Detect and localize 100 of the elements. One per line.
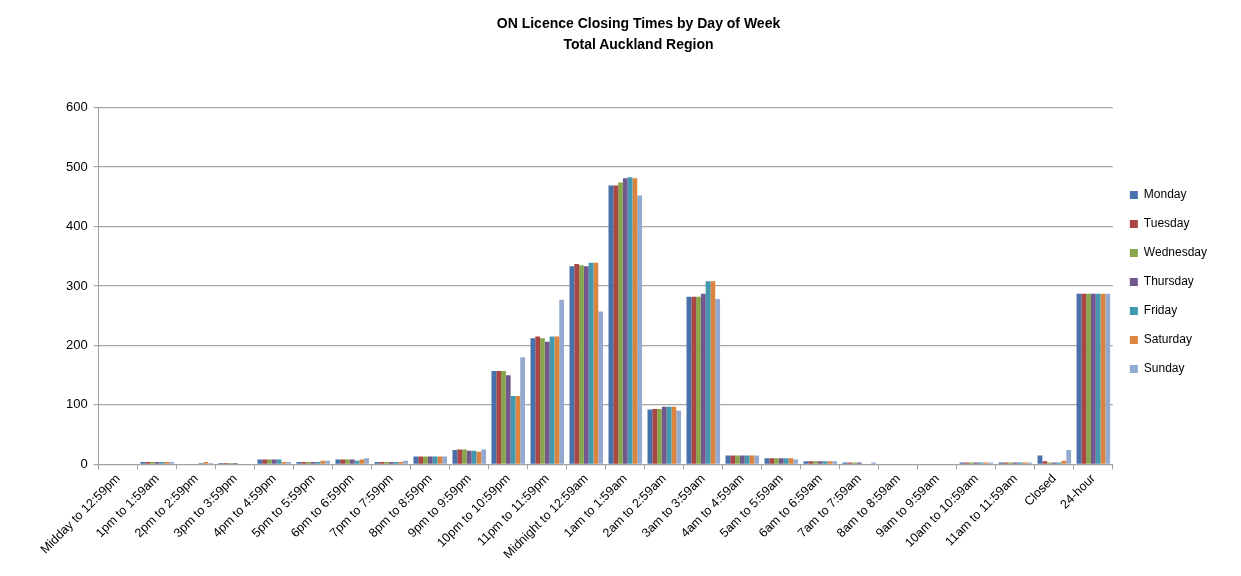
bar <box>754 455 760 464</box>
bar <box>769 458 775 464</box>
bar <box>700 293 706 464</box>
bar <box>593 262 599 464</box>
bar <box>739 455 745 464</box>
bar <box>540 338 545 464</box>
bar <box>1042 461 1048 464</box>
bar <box>652 409 658 464</box>
bar <box>262 459 268 464</box>
bar <box>608 185 614 464</box>
legend-label: Monday <box>1143 187 1187 202</box>
bar <box>496 370 502 464</box>
bar <box>271 459 277 464</box>
bar <box>530 338 536 464</box>
bar <box>520 357 526 464</box>
legend-label: Thursday <box>1143 274 1194 289</box>
bar <box>735 455 740 464</box>
bar <box>1081 293 1087 464</box>
bar <box>788 458 794 464</box>
bar <box>505 375 511 464</box>
bar <box>491 370 497 464</box>
y-tick-label: 0 <box>80 455 88 471</box>
bar <box>793 459 799 464</box>
bar <box>515 395 521 464</box>
bar <box>325 460 330 464</box>
bar <box>418 456 424 464</box>
legend-label: Friday <box>1143 303 1178 318</box>
bar <box>657 409 662 464</box>
y-tick-label: 100 <box>65 396 88 412</box>
bar <box>1086 293 1091 464</box>
bar <box>481 449 487 464</box>
bar <box>1105 293 1111 464</box>
bar <box>817 461 823 464</box>
bar <box>1037 455 1043 464</box>
bar <box>452 450 458 464</box>
bar <box>349 459 355 464</box>
bar <box>808 461 814 464</box>
bar <box>827 461 833 464</box>
bar <box>822 461 828 464</box>
bar <box>1090 293 1096 464</box>
bar <box>340 459 346 464</box>
bar <box>676 410 682 464</box>
bar <box>783 458 789 464</box>
bar <box>710 281 716 464</box>
bar <box>413 456 419 464</box>
legend-label: Wednesday <box>1143 245 1207 260</box>
bar <box>574 263 580 464</box>
bar <box>1066 450 1072 464</box>
bar <box>466 450 472 464</box>
bar <box>335 459 341 464</box>
bar <box>437 456 443 464</box>
bar <box>423 456 428 464</box>
bar <box>622 178 628 464</box>
bar <box>715 299 721 464</box>
legend-label: Tuesday <box>1143 216 1190 231</box>
bar <box>744 455 750 464</box>
bar <box>661 406 667 464</box>
y-tick-label: 600 <box>65 99 88 115</box>
bar <box>803 461 809 464</box>
bar <box>613 185 619 464</box>
y-tick-label: 500 <box>65 158 88 174</box>
legend-label: Saturday <box>1143 332 1192 347</box>
bar <box>457 449 463 464</box>
bar <box>1095 293 1101 464</box>
chart-subtitle: Total Auckland Region <box>563 36 714 53</box>
bar <box>691 296 697 464</box>
bar <box>257 459 263 464</box>
bar <box>476 451 482 464</box>
bar <box>267 459 272 464</box>
bar <box>778 458 784 464</box>
y-tick-label: 400 <box>65 218 88 234</box>
bar <box>764 458 770 464</box>
bar <box>618 182 623 464</box>
bar <box>696 296 701 464</box>
chart-title: ON Licence Closing Times by Day of Week <box>496 15 781 32</box>
bar <box>749 455 755 464</box>
bar <box>442 456 448 464</box>
bar <box>320 460 326 464</box>
bar <box>569 266 575 464</box>
y-tick-label: 200 <box>65 336 88 352</box>
bar <box>364 458 369 464</box>
bar <box>579 265 584 464</box>
bar <box>671 406 677 464</box>
bar <box>632 178 638 464</box>
bar <box>501 370 506 464</box>
y-tick-label: 300 <box>65 277 88 293</box>
bar <box>554 336 560 464</box>
bar <box>359 459 365 464</box>
bar <box>559 299 565 464</box>
bar <box>427 456 433 464</box>
bar <box>598 311 604 464</box>
bar <box>774 458 779 464</box>
bar <box>730 455 736 464</box>
bar <box>583 266 589 464</box>
bar <box>462 449 467 464</box>
bar <box>535 336 541 464</box>
bar <box>832 461 838 464</box>
bar <box>345 459 350 464</box>
legend-label: Sunday <box>1143 361 1185 376</box>
bar <box>637 195 643 464</box>
